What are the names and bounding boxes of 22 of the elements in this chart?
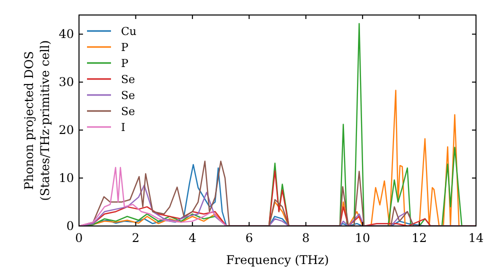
x-tick-label: 0 [75, 231, 83, 245]
legend-label: P [121, 41, 129, 54]
x-tick-label: 8 [302, 231, 310, 245]
x-tick-label: 10 [354, 231, 370, 245]
y-tick-label: 10 [58, 171, 74, 186]
legend-label: P [121, 57, 129, 70]
x-tick-label: 14 [468, 231, 484, 245]
y-tick-label: 40 [58, 27, 74, 42]
x-tick-label: 2 [132, 231, 140, 245]
legend-label: Cu [121, 25, 137, 38]
legend-label: I [121, 121, 126, 134]
legend-label: Se [121, 105, 136, 118]
legend-label: Se [121, 73, 136, 86]
y-tick-label: 20 [58, 123, 74, 138]
legend-label: Se [121, 89, 136, 102]
y-tick-label: 30 [58, 75, 74, 90]
x-axis-title: Frequency (THz) [226, 253, 329, 267]
y-axis-title: Phonon projected DOS (States/THz·primitive cell) [22, 40, 52, 201]
x-tick-label: 6 [245, 231, 253, 245]
y-tick-label: 0 [66, 219, 74, 233]
x-tick-label: 4 [188, 231, 197, 245]
x-tick-label: 12 [412, 231, 427, 245]
